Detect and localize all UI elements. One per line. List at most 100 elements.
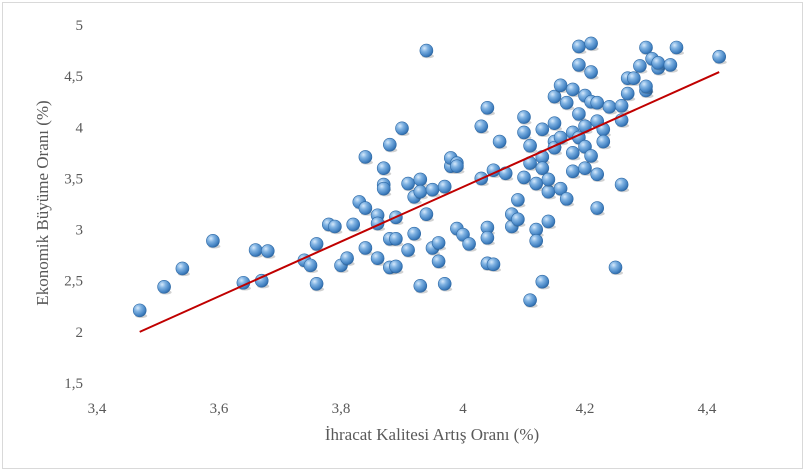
data-point — [669, 40, 684, 56]
x-tick-label: 3,4 — [88, 401, 107, 417]
data-point — [389, 259, 404, 275]
data-point — [309, 276, 325, 292]
data-point — [614, 177, 630, 193]
data-point — [346, 217, 361, 233]
data-point — [376, 181, 392, 197]
data-point — [413, 184, 428, 200]
data-point — [450, 159, 465, 174]
data-point — [602, 100, 617, 115]
data-point — [425, 182, 440, 198]
data-point — [303, 258, 318, 274]
data-point — [633, 59, 648, 74]
y-tick-labels: 1,5 2 2,5 3 3,5 4 4,5 5 — [64, 18, 83, 392]
data-point — [395, 121, 410, 137]
data-point — [358, 150, 373, 165]
data-point — [712, 49, 727, 65]
data-point — [462, 237, 477, 252]
data-point — [419, 43, 434, 59]
data-point — [413, 279, 428, 294]
data-point — [401, 243, 416, 258]
y-tick-label: 3 — [76, 223, 84, 239]
data-point — [511, 193, 526, 208]
data-point — [407, 226, 422, 242]
y-tick-label: 2,5 — [64, 274, 83, 290]
data-point — [590, 201, 605, 216]
data-point — [419, 207, 434, 222]
data-point — [517, 170, 532, 186]
chart-frame — [2, 2, 803, 469]
data-point — [547, 116, 562, 131]
data-point — [370, 251, 386, 266]
data-point — [437, 276, 453, 292]
data-point — [541, 214, 556, 230]
y-tick-label: 4 — [76, 120, 84, 136]
data-point — [358, 201, 373, 216]
data-point — [517, 125, 532, 141]
data-point — [206, 234, 221, 249]
data-point — [431, 236, 447, 251]
data-point — [382, 137, 398, 153]
data-point — [620, 86, 636, 102]
data-point — [559, 192, 575, 207]
data-point — [437, 179, 453, 195]
data-point — [132, 303, 148, 319]
data-point — [529, 176, 544, 192]
data-point — [523, 138, 538, 154]
data-point — [535, 274, 550, 290]
data-point — [486, 257, 501, 273]
data-point — [511, 212, 526, 228]
data-point — [541, 184, 556, 200]
data-point — [608, 260, 623, 276]
data-point — [431, 254, 447, 269]
data-point — [401, 176, 416, 192]
data-point — [651, 56, 666, 71]
data-point — [590, 95, 605, 111]
data-point — [639, 79, 654, 95]
data-point — [175, 261, 190, 277]
data-point — [328, 219, 343, 235]
data-point — [584, 65, 599, 80]
data-point — [474, 119, 489, 134]
data-point — [523, 293, 538, 308]
data-point — [584, 36, 599, 52]
data-point — [639, 40, 654, 56]
trendline — [139, 71, 720, 333]
data-point — [340, 251, 355, 266]
data-point — [529, 234, 544, 249]
data-point — [517, 110, 532, 125]
data-point — [547, 89, 562, 105]
y-tick-label: 2 — [76, 325, 84, 341]
data-point — [559, 95, 575, 111]
data-point — [578, 161, 593, 176]
data-point — [480, 230, 495, 246]
x-tick-label: 4,4 — [698, 401, 717, 417]
trendline-layer — [139, 71, 720, 333]
data-point — [565, 146, 581, 161]
y-axis-title: Ekonomik Büyüme Oranı (%) — [33, 100, 52, 305]
y-tick-label: 5 — [76, 18, 84, 34]
y-tick-label: 4,5 — [64, 69, 83, 85]
data-point — [596, 134, 611, 150]
data-point — [584, 149, 599, 164]
data-point — [389, 231, 404, 247]
data-point — [309, 237, 325, 252]
y-tick-label: 1,5 — [64, 376, 83, 392]
data-point — [572, 39, 587, 55]
data-point — [572, 58, 587, 73]
data-point — [523, 156, 538, 171]
x-tick-label: 3,6 — [210, 401, 229, 417]
data-point — [376, 161, 392, 176]
data-point — [260, 244, 276, 259]
x-tick-label: 3,8 — [332, 401, 351, 417]
data-point — [254, 273, 270, 289]
x-axis-title: İhracat Kalitesi Artış Oranı (%) — [325, 425, 539, 444]
data-point — [590, 167, 605, 183]
data-point — [248, 243, 264, 258]
data-points — [132, 36, 727, 319]
data-point — [614, 99, 630, 114]
x-tick-label: 4 — [459, 401, 467, 417]
data-point — [553, 78, 569, 94]
data-point — [565, 164, 581, 179]
data-point — [480, 101, 495, 116]
